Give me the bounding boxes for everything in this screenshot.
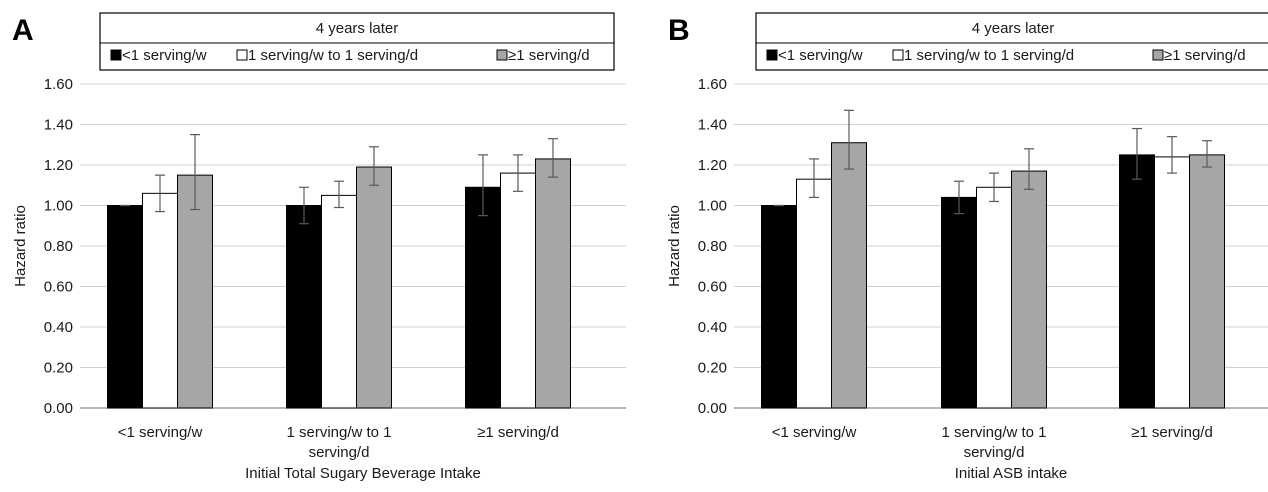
bar [796, 178, 832, 409]
x-tick-label: ≥1 serving/d [477, 424, 559, 441]
legend-box [99, 12, 615, 71]
legend-swatch [892, 49, 904, 61]
y-tick-label: 0.40 [44, 319, 73, 336]
legend-swatch [110, 49, 122, 61]
bar [500, 172, 536, 409]
x-axis-title: Initial Total Sugary Beverage Intake [245, 465, 481, 482]
bar [1011, 170, 1047, 409]
y-tick-label: 0.60 [698, 279, 727, 296]
bar [286, 205, 322, 409]
y-tick-label: 0.80 [698, 238, 727, 255]
bar [1189, 154, 1225, 409]
x-axis-title: Initial ASB intake [955, 465, 1068, 482]
legend: 4 years later <1 serving/w 1 serving/w to … [755, 12, 1268, 71]
y-axis-title: Hazard ratio [12, 205, 29, 287]
legend-title: 4 years later [972, 20, 1055, 37]
y-tick-label: 0.40 [698, 319, 727, 336]
y-axis-title: Hazard ratio [666, 205, 683, 287]
chart-panel-a: A 4 years later <1 serving/w 1 serving/w to… [12, 12, 626, 482]
y-tick-label: 0.20 [44, 360, 73, 377]
legend-swatch [1152, 49, 1164, 61]
bar [941, 196, 977, 409]
legend-entry: ≥1 serving/d [508, 47, 590, 64]
bar [177, 174, 213, 409]
y-tick-label: 1.40 [698, 117, 727, 134]
x-tick-label: serving/d [309, 444, 370, 461]
bar [761, 205, 797, 409]
legend-box [755, 12, 1268, 71]
bar [142, 192, 178, 409]
panel-label: A [12, 14, 34, 47]
bar [1154, 156, 1190, 409]
x-tick-label: serving/d [964, 444, 1025, 461]
y-tick-label: 1.60 [44, 76, 73, 93]
bar [107, 205, 143, 409]
y-tick-label: 0.60 [44, 279, 73, 296]
x-tick-label: ≥1 serving/d [1131, 424, 1213, 441]
legend: 4 years later <1 serving/w 1 serving/w to … [99, 12, 615, 71]
bar [356, 166, 392, 409]
chart-panel-b: B 4 years later <1 serving/w 1 serving/w to… [666, 12, 1268, 482]
y-tick-label: 0.00 [44, 400, 73, 417]
bar [321, 194, 357, 409]
x-tick-label: <1 serving/w [118, 424, 203, 441]
bar [535, 158, 571, 409]
bar [831, 142, 867, 409]
y-tick-label: 1.00 [44, 198, 73, 215]
bar [465, 186, 501, 409]
y-tick-label: 1.00 [698, 198, 727, 215]
y-tick-label: 0.20 [698, 360, 727, 377]
y-tick-label: 1.20 [44, 157, 73, 174]
legend-title: 4 years later [316, 20, 399, 37]
x-tick-label: 1 serving/w to 1 [286, 424, 391, 441]
x-tick-label: <1 serving/w [772, 424, 857, 441]
y-tick-label: 1.40 [44, 117, 73, 134]
y-tick-label: 0.00 [698, 400, 727, 417]
x-tick-label: 1 serving/w to 1 [941, 424, 1046, 441]
y-tick-label: 1.20 [698, 157, 727, 174]
legend-entry: 1 serving/w to 1 serving/d [248, 47, 418, 64]
bar [976, 186, 1012, 409]
y-tick-label: 1.60 [698, 76, 727, 93]
legend-entry: <1 serving/w [778, 47, 863, 64]
legend-swatch [766, 49, 778, 61]
legend-entry: 1 serving/w to 1 serving/d [904, 47, 1074, 64]
legend-swatch [236, 49, 248, 61]
y-tick-label: 0.80 [44, 238, 73, 255]
panel-label: B [668, 14, 690, 47]
legend-entry: <1 serving/w [122, 47, 207, 64]
legend-entry: ≥1 serving/d [1164, 47, 1246, 64]
legend-swatch [496, 49, 508, 61]
bar [1119, 154, 1155, 409]
